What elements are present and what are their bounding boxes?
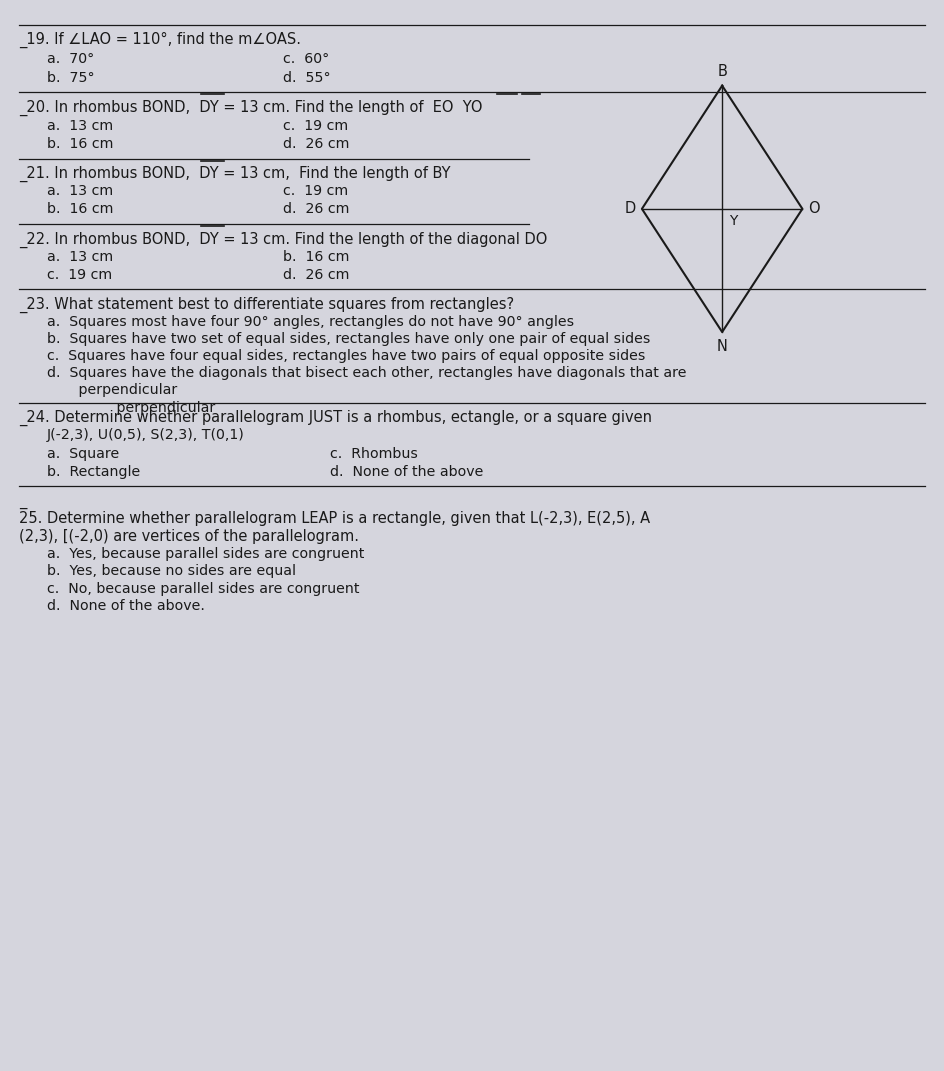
Text: _24. Determine whether parallelogram JUST is a rhombus, ectangle, or a square gi: _24. Determine whether parallelogram JUS… — [19, 410, 652, 426]
Text: _: _ — [19, 494, 26, 509]
Text: D: D — [625, 201, 636, 216]
Text: a.  Square: a. Square — [47, 447, 120, 461]
Text: d.  None of the above.: d. None of the above. — [47, 599, 205, 613]
Text: b.  75°: b. 75° — [47, 71, 94, 85]
Text: _20. In rhombus BOND,  DY = 13 cm. Find the length of  EO  YO: _20. In rhombus BOND, DY = 13 cm. Find t… — [19, 100, 482, 116]
Text: _22. In rhombus BOND,  DY = 13 cm. Find the length of the diagonal DO: _22. In rhombus BOND, DY = 13 cm. Find t… — [19, 231, 548, 247]
Text: perpendicular: perpendicular — [85, 401, 215, 414]
Text: c.  Squares have four equal sides, rectangles have two pairs of equal opposite s: c. Squares have four equal sides, rectan… — [47, 349, 646, 363]
Text: b.  Squares have two set of equal sides, rectangles have only one pair of equal : b. Squares have two set of equal sides, … — [47, 332, 650, 346]
Text: c.  19 cm: c. 19 cm — [47, 268, 112, 282]
Text: a.  13 cm: a. 13 cm — [47, 184, 113, 198]
Text: d.  26 cm: d. 26 cm — [283, 137, 349, 151]
Text: (2,3), [(-2,0) are vertices of the parallelogram.: (2,3), [(-2,0) are vertices of the paral… — [19, 529, 359, 544]
Text: a.  13 cm: a. 13 cm — [47, 250, 113, 263]
Text: Y: Y — [729, 214, 737, 228]
Text: d.  Squares have the diagonals that bisect each other, rectangles have diagonals: d. Squares have the diagonals that bisec… — [47, 366, 686, 380]
Text: N: N — [716, 338, 728, 355]
Text: c.  19 cm: c. 19 cm — [283, 119, 348, 133]
Text: B: B — [717, 63, 727, 79]
Text: b.  Yes, because no sides are equal: b. Yes, because no sides are equal — [47, 564, 296, 578]
Text: c.  Rhombus: c. Rhombus — [330, 447, 418, 461]
Text: d.  26 cm: d. 26 cm — [283, 268, 349, 282]
Text: _19. If ∠LAO = 110°, find the m∠OAS.: _19. If ∠LAO = 110°, find the m∠OAS. — [19, 32, 301, 48]
Text: d.  55°: d. 55° — [283, 71, 330, 85]
Text: _23. What statement best to differentiate squares from rectangles?: _23. What statement best to differentiat… — [19, 297, 514, 313]
Text: 25. Determine whether parallelogram LEAP is a rectangle, given that L(-2,3), E(2: 25. Determine whether parallelogram LEAP… — [19, 511, 650, 526]
Text: a.  70°: a. 70° — [47, 52, 94, 66]
Text: b.  16 cm: b. 16 cm — [47, 202, 113, 216]
Text: b.  16 cm: b. 16 cm — [47, 137, 113, 151]
Text: O: O — [808, 201, 820, 216]
Text: a.  Yes, because parallel sides are congruent: a. Yes, because parallel sides are congr… — [47, 547, 364, 561]
Text: c.  No, because parallel sides are congruent: c. No, because parallel sides are congru… — [47, 582, 360, 595]
Text: a.  Squares most have four 90° angles, rectangles do not have 90° angles: a. Squares most have four 90° angles, re… — [47, 315, 574, 329]
Text: d.  None of the above: d. None of the above — [330, 465, 483, 479]
Text: d.  26 cm: d. 26 cm — [283, 202, 349, 216]
Text: b.  Rectangle: b. Rectangle — [47, 465, 141, 479]
Text: b.  16 cm: b. 16 cm — [283, 250, 349, 263]
Text: J(-2,3), U(0,5), S(2,3), T(0,1): J(-2,3), U(0,5), S(2,3), T(0,1) — [47, 428, 244, 442]
Text: a.  13 cm: a. 13 cm — [47, 119, 113, 133]
Text: c.  60°: c. 60° — [283, 52, 329, 66]
Text: c.  19 cm: c. 19 cm — [283, 184, 348, 198]
Text: _21. In rhombus BOND,  DY = 13 cm,  Find the length of BY: _21. In rhombus BOND, DY = 13 cm, Find t… — [19, 166, 450, 182]
Text: perpendicular: perpendicular — [47, 383, 177, 397]
